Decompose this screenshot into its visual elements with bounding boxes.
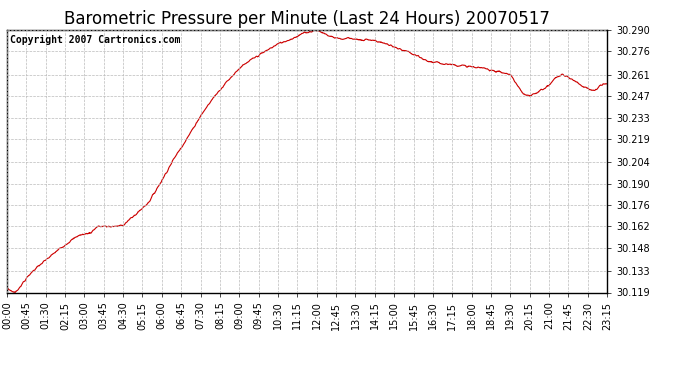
Text: Copyright 2007 Cartronics.com: Copyright 2007 Cartronics.com xyxy=(10,35,180,45)
Title: Barometric Pressure per Minute (Last 24 Hours) 20070517: Barometric Pressure per Minute (Last 24 … xyxy=(64,10,550,28)
